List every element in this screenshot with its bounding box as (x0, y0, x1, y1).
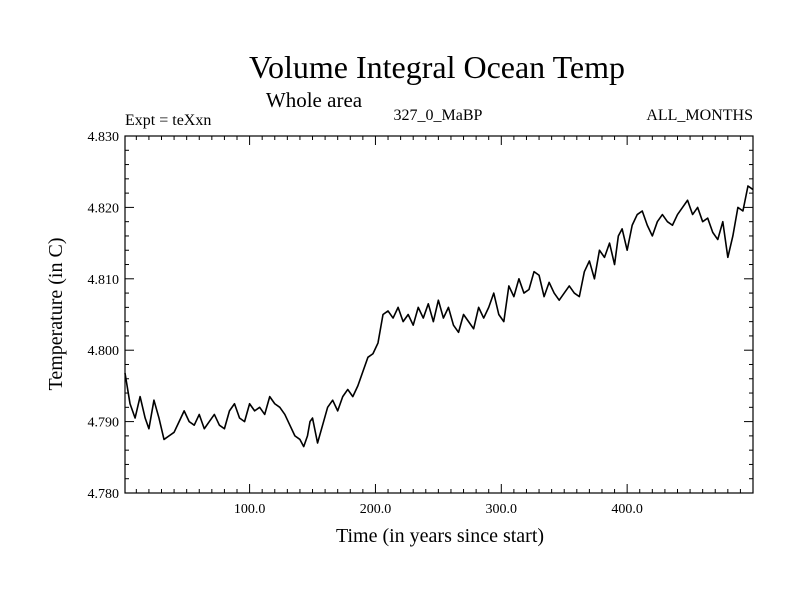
y-tick-label: 4.800 (88, 344, 120, 359)
y-tick-label: 4.780 (88, 487, 120, 502)
x-axis-tick-labels: 100.0 200.0 300.0 400.0 (234, 502, 643, 517)
x-tick-label: 300.0 (486, 502, 518, 517)
y-tick-label: 4.790 (88, 416, 120, 431)
chart-subtitle: Whole area (266, 88, 363, 112)
temperature-series-line (124, 185, 754, 448)
chart-title: Volume Integral Ocean Temp (249, 49, 625, 85)
x-tick-label: 100.0 (234, 502, 266, 517)
y-tick-label: 4.810 (88, 273, 120, 288)
plot-frame (124, 135, 754, 494)
x-axis-label: Time (in years since start) (336, 525, 544, 547)
months-label: ALL_MONTHS (646, 107, 753, 124)
y-tick-label: 4.820 (88, 201, 120, 216)
x-tick-label: 400.0 (611, 502, 643, 517)
y-axis-tick-labels: 4.780 4.790 4.800 4.810 4.820 4.830 (88, 130, 120, 502)
axis-ticks (125, 136, 753, 493)
experiment-label: Expt = teXxn (125, 112, 211, 129)
x-tick-label: 200.0 (360, 502, 392, 517)
run-label: 327_0_MaBP (394, 107, 483, 124)
y-axis-label: Temperature (in C) (45, 238, 67, 391)
y-tick-label: 4.830 (88, 130, 120, 145)
